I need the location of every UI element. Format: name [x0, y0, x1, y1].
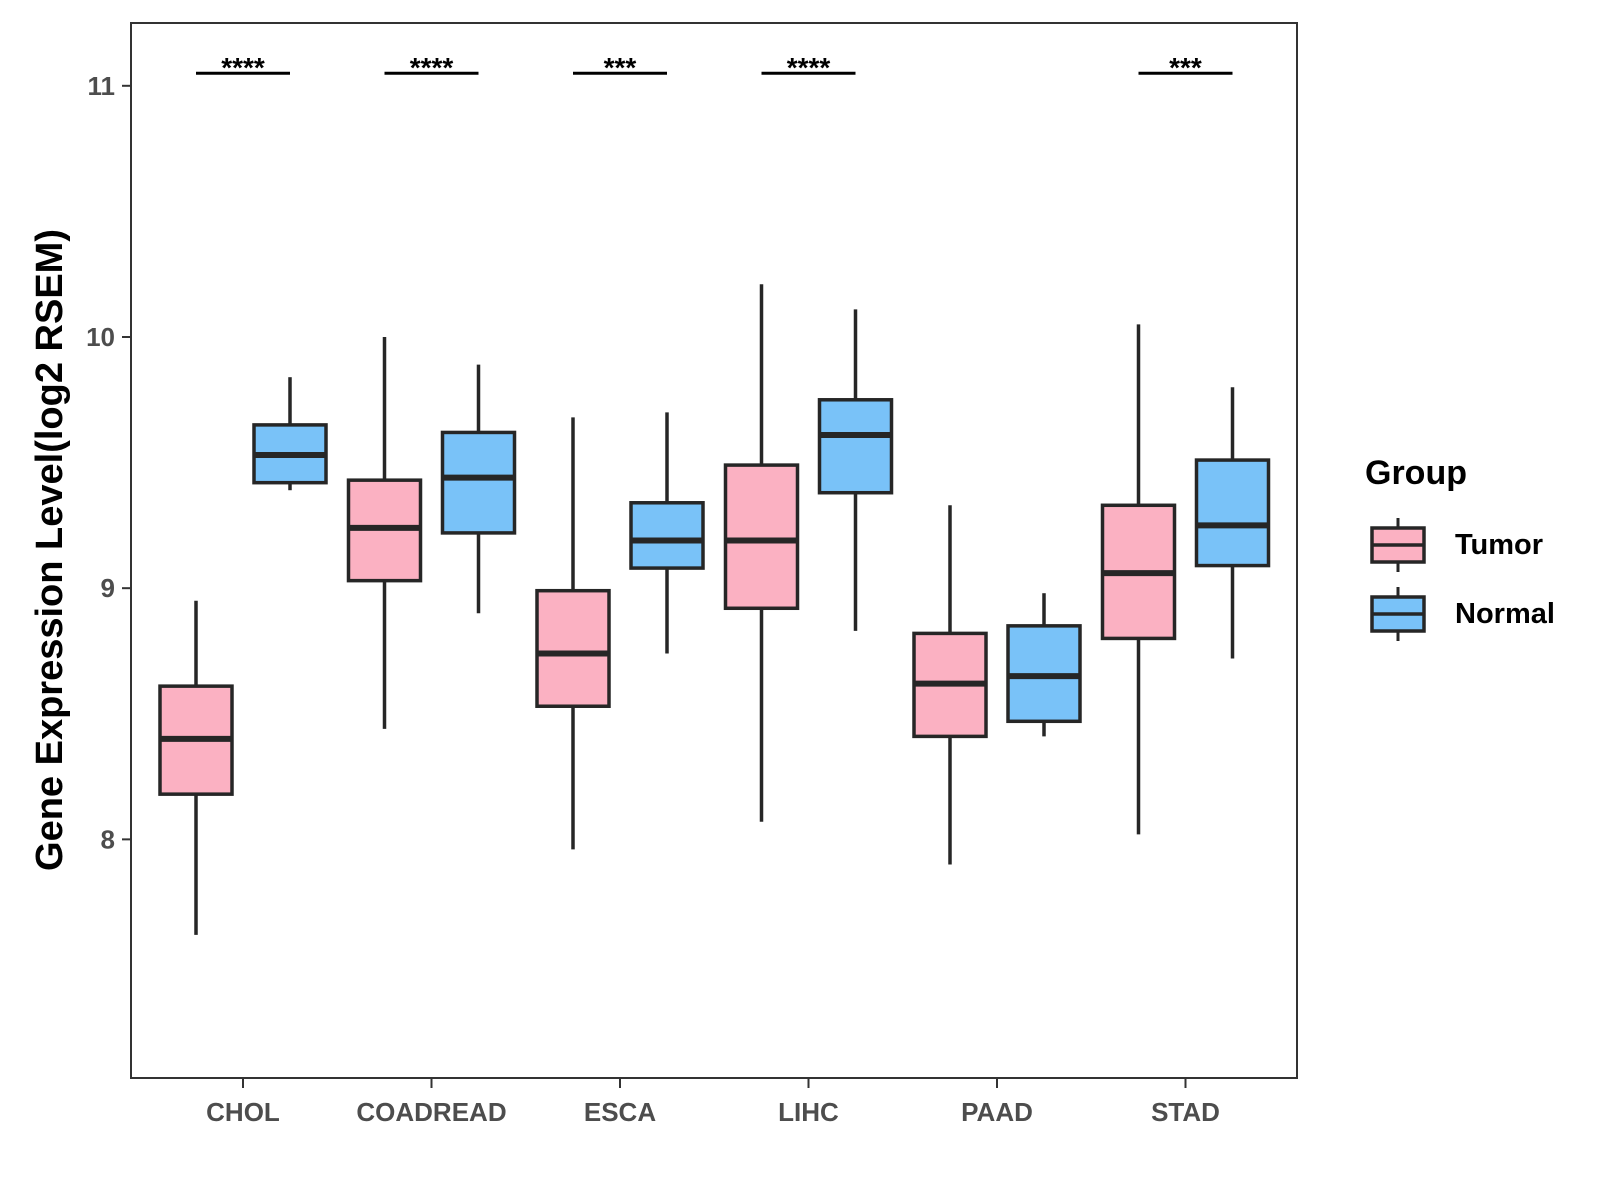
legend-key-tumor: [1370, 518, 1426, 572]
significance-label-coadread: ****: [410, 52, 454, 83]
legend-label-tumor: Tumor: [1455, 529, 1543, 561]
box-iqr: [817, 398, 894, 495]
legend-title: Group: [1365, 454, 1467, 492]
legend-key-normal: [1370, 587, 1426, 641]
x-tick-label-stad: STAD: [1151, 1097, 1220, 1127]
box-iqr: [723, 463, 800, 611]
box-normal-esca: [629, 412, 705, 654]
box-tumor-esca: [535, 417, 611, 850]
box-tumor-chol: [158, 600, 234, 935]
significance-label-lihc: ****: [787, 52, 831, 83]
box-iqr: [1194, 458, 1271, 568]
y-tick-label: 11: [88, 71, 116, 101]
box-iqr: [440, 430, 517, 535]
x-tick-label-coadread: COADREAD: [356, 1097, 506, 1127]
y-axis-title: Gene Expression Level(log2 RSEM): [29, 229, 71, 871]
box-tumor-lihc: [723, 284, 800, 822]
box-normal-lihc: [817, 309, 894, 631]
legend-label-normal: Normal: [1455, 598, 1555, 630]
legend: Group Tumor Normal: [1365, 454, 1555, 641]
box-iqr: [535, 588, 611, 708]
box-tumor-paad: [912, 505, 988, 865]
box-normal-coadread: [440, 364, 517, 614]
box-tumor-stad: [1100, 324, 1177, 835]
significance-label-esca: ***: [604, 52, 637, 83]
y-tick-label: 8: [101, 824, 115, 854]
significance-layer: **** **** *** **** ***: [196, 52, 1233, 83]
box-iqr: [629, 501, 705, 570]
y-tick-label: 10: [86, 322, 115, 352]
y-axis: 8 9 10 11: [86, 71, 131, 854]
significance-label-stad: ***: [1169, 52, 1202, 83]
x-axis: CHOL COADREAD ESCA LIHC PAAD STAD: [206, 1078, 1220, 1127]
x-tick-label-esca: ESCA: [584, 1097, 656, 1127]
box-normal-chol: [252, 377, 328, 491]
x-tick-label-lihc: LIHC: [778, 1097, 839, 1127]
x-tick-label-chol: CHOL: [206, 1097, 280, 1127]
box-normal-paad: [1006, 593, 1082, 737]
x-tick-label-paad: PAAD: [961, 1097, 1033, 1127]
box-normal-stad: [1194, 387, 1271, 659]
box-tumor-coadread: [346, 336, 423, 729]
y-tick-label: 9: [101, 573, 115, 603]
boxes-layer: [158, 284, 1271, 935]
significance-label-chol: ****: [221, 52, 265, 83]
